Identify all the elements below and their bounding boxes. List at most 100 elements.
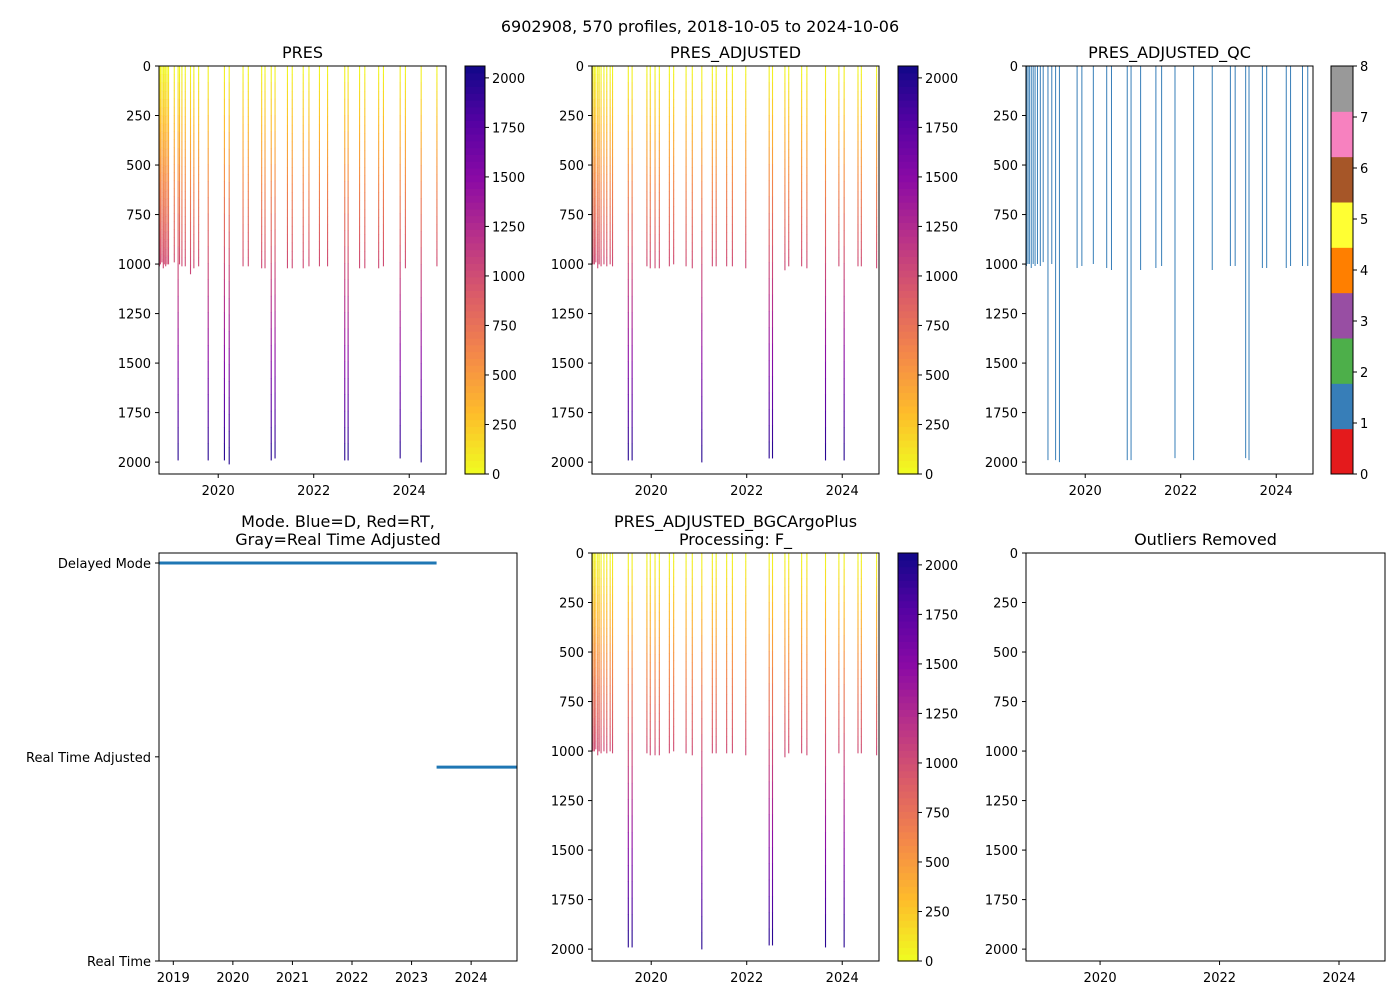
pres-adjusted-colorbar-segment <box>898 453 918 461</box>
pres-colorbar-segment <box>465 331 485 339</box>
pres-adjusted-ytick-label: 250 <box>559 110 584 125</box>
pres-colorbar-label: 500 <box>492 369 517 384</box>
pres-adjusted-qc-title: PRES_ADJUSTED_QC <box>1088 43 1251 63</box>
outliers-removed-ytick-label: 500 <box>993 646 1018 661</box>
pres-adjusted-colorbar-segment <box>898 283 918 291</box>
pres-adjusted-colorbar-label: 250 <box>925 418 950 433</box>
pres-adjusted-bgcargoplus-colorbar-segment <box>898 763 918 772</box>
pres-adjusted-bgcargoplus-colorbar-segment <box>898 675 918 683</box>
pres-colorbar-segment <box>465 263 485 271</box>
pres-adjusted-colorbar-segment <box>898 120 918 128</box>
pres-adjusted-bgcargoplus-xtick-label: 2020 <box>635 971 668 986</box>
pres-adjusted-bgcargoplus-xtick-label: 2022 <box>730 971 763 986</box>
pres-adjusted-xtick-label: 2020 <box>635 484 668 499</box>
pres-adjusted-colorbar-segment <box>898 222 918 230</box>
pres-ytick-label: 250 <box>126 110 151 125</box>
pres-colorbar-segment <box>465 215 485 223</box>
pres-adjusted-colorbar-segment <box>898 440 918 448</box>
pres-colorbar-segment <box>465 283 485 291</box>
pres-colorbar-segment <box>465 399 485 407</box>
pres-adjusted-profiles <box>592 66 878 463</box>
pres-colorbar-segment <box>465 168 485 176</box>
outliers-removed-ytick-label: 1500 <box>985 844 1018 859</box>
pres-adjusted-ytick-label: 750 <box>559 209 584 224</box>
pres-adjusted-qc-colorbar-label: 5 <box>1360 213 1368 228</box>
pres-adjusted-bgcargoplus-colorbar-segment <box>898 559 918 568</box>
pres-colorbar-segment <box>465 134 485 142</box>
pres-colorbar-segment <box>465 229 485 237</box>
mode-axes-frame <box>158 552 518 962</box>
pres-adjusted-bgcargoplus-colorbar-segment <box>898 668 918 676</box>
pres-adjusted-qc-ytick-label: 2000 <box>985 456 1018 471</box>
pres-ytick-label: 2000 <box>118 456 151 471</box>
pres-axes-frame <box>158 65 447 475</box>
outliers-removed-ytick-label: 250 <box>993 597 1018 612</box>
pres-adjusted-colorbar-segment <box>898 72 918 81</box>
pres-adjusted-bgcargoplus-ytick-label: 1500 <box>551 844 584 859</box>
pres-adjusted-bgcargoplus-colorbar-segment <box>898 940 918 948</box>
pres-adjusted-colorbar-segment <box>898 304 918 312</box>
pres-adjusted-colorbar-segment <box>898 365 918 373</box>
pres-adjusted-xtick-label: 2022 <box>730 484 763 499</box>
outliers-removed-xtick-label: 2022 <box>1203 971 1236 986</box>
mode-ytick-label: Real Time Adjusted <box>26 751 151 766</box>
pres-adjusted-ytick-label: 0 <box>576 60 584 75</box>
mode-title: Mode. Blue=D, Red=RT,Gray=Real Time Adju… <box>235 512 441 549</box>
pres-adjusted-bgcargoplus-colorbar: 0 250 500 750 1000 1250 1500 1750 2000 <box>897 552 958 970</box>
pres-colorbar-segment <box>465 174 485 183</box>
pres-adjusted-bgcargoplus-ytick-label: 750 <box>559 696 584 711</box>
pres-adjusted-bgcargoplus-colorbar-label: 500 <box>925 856 950 871</box>
mode-ytick-label: Delayed Mode <box>58 557 151 572</box>
pres-adjusted-bgcargoplus-colorbar-label: 0 <box>925 955 933 970</box>
pres-adjusted-bgcargoplus-ytick-label: 1000 <box>551 745 584 760</box>
pres-adjusted-qc-colorbar-label: 8 <box>1360 60 1368 75</box>
pres-ytick-label: 1000 <box>118 258 151 273</box>
outliers-removed-ytick-label: 1750 <box>985 894 1018 909</box>
pres-adjusted-bgcargoplus-colorbar-segment <box>898 899 918 908</box>
pres-adjusted-qc-colorbar-label: 3 <box>1360 315 1368 330</box>
pres-adjusted-bgcargoplus-colorbar-segment <box>898 886 918 894</box>
pres-colorbar-segment <box>465 106 485 115</box>
pres-adjusted-colorbar-segment <box>898 208 918 217</box>
pres-adjusted-bgcargoplus-colorbar-segment <box>898 607 918 615</box>
pres-adjusted-qc-colorbar-label: 0 <box>1360 468 1368 483</box>
pres-adjusted-colorbar-segment <box>898 331 918 339</box>
pres-adjusted-bgcargoplus-colorbar-segment <box>898 920 918 928</box>
pres-adjusted-qc-profiles <box>1025 66 1309 463</box>
pres-colorbar-segment <box>465 406 485 414</box>
pres-adjusted-bgcargoplus-colorbar-segment <box>898 859 918 867</box>
outliers-removed-ytick-label: 0 <box>1010 547 1018 562</box>
pres-adjusted-bgcargoplus-colorbar-segment <box>898 627 918 636</box>
pres-adjusted-bgcargoplus-ytick-label: 500 <box>559 646 584 661</box>
pres-colorbar-label: 0 <box>492 468 500 483</box>
pres-colorbar-segment <box>465 113 485 121</box>
pres-adjusted-qc-xtick-label: 2024 <box>1260 484 1293 499</box>
pres-adjusted-colorbar-segment <box>898 188 918 196</box>
pres-adjusted-bgcargoplus-colorbar-label: 2000 <box>925 559 958 574</box>
pres-adjusted-bgcargoplus-colorbar-segment <box>898 593 918 602</box>
outliers-removed-ytick-label: 2000 <box>985 943 1018 958</box>
pres-adjusted-qc-colorbar-segment <box>1331 383 1353 430</box>
pres-title-line: PRES <box>282 43 323 62</box>
mode-xtick-label: 2022 <box>335 971 368 986</box>
pres-adjusted-bgcargoplus-colorbar-segment <box>898 689 918 697</box>
pres-adjusted-colorbar-segment <box>898 242 918 251</box>
pres-adjusted-colorbar-label: 1250 <box>925 220 958 235</box>
pres-adjusted-colorbar-segment <box>898 276 918 285</box>
pres-adjusted-bgcargoplus-colorbar-label: 250 <box>925 905 950 920</box>
pres-colorbar-label: 1750 <box>492 121 525 136</box>
pres-adjusted-bgcargoplus-colorbar-segment <box>898 750 918 758</box>
pres-adjusted-colorbar-segment <box>898 310 918 319</box>
pres-colorbar-label: 250 <box>492 418 517 433</box>
pres-adjusted-colorbar-segment <box>898 229 918 237</box>
pres-colorbar-segment <box>465 317 485 325</box>
pres-adjusted-bgcargoplus-colorbar-segment <box>898 947 918 955</box>
pres-adjusted-colorbar-segment <box>898 270 918 278</box>
pres-colorbar-segment <box>465 208 485 217</box>
pres-adjusted-qc-ytick-label: 1500 <box>985 357 1018 372</box>
outliers-removed-ytick-label: 1000 <box>985 745 1018 760</box>
pres-colorbar-segment <box>465 358 485 366</box>
pres-adjusted-bgcargoplus-colorbar-segment <box>898 770 918 778</box>
pres-adjusted-colorbar-segment <box>898 297 918 305</box>
